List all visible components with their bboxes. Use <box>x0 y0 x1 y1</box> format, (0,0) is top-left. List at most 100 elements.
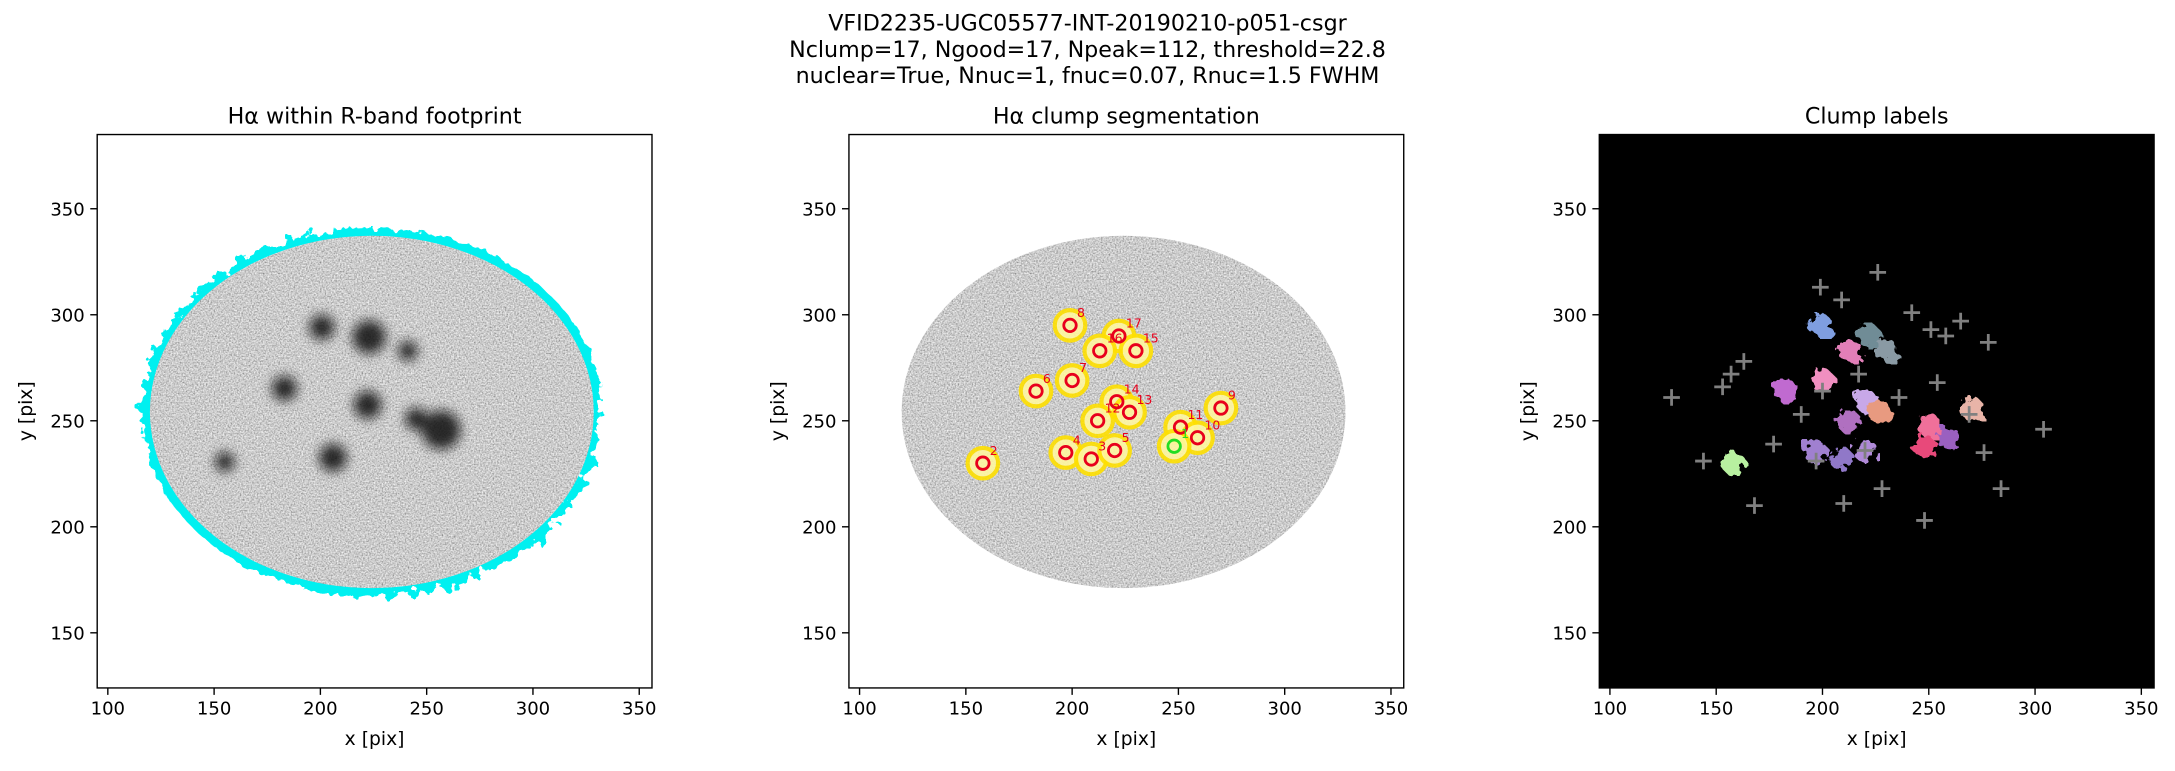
x-tick-label: 100 <box>842 698 876 719</box>
clump-label-region <box>1856 324 1882 348</box>
x-tick-label: 200 <box>1055 698 1089 719</box>
peak-marker <box>1856 442 1874 459</box>
x-tick-label: 150 <box>949 698 983 719</box>
peak-marker <box>1765 435 1782 453</box>
y-axis-label: y [pix] <box>768 381 789 441</box>
clump-center <box>1058 444 1074 461</box>
x-tick-label: 200 <box>1805 698 1839 719</box>
x-tick-label: 150 <box>1699 698 1733 719</box>
peak-marker <box>1735 353 1753 370</box>
figure-title: VFID2235-UGC05577-INT-20190210-p051-csgr… <box>789 11 1386 90</box>
y-tick-label: 150 <box>1552 624 1586 645</box>
clump-label-region <box>1829 447 1855 471</box>
clump-center <box>1128 343 1144 359</box>
peak-marker <box>1975 444 1993 461</box>
peak-marker <box>1952 312 1969 330</box>
clump-label-region <box>1810 369 1835 392</box>
clump-id: 8 <box>1077 305 1085 320</box>
clump-center <box>1213 400 1229 416</box>
panel: 100 150 200 250 300 350 150 200 250 300 350 Clump l… <box>1518 103 2158 749</box>
clump-contour <box>1052 308 1088 343</box>
y-axis-label: y [pix] <box>16 381 37 441</box>
peak-marker <box>1922 321 1940 338</box>
clump-id: 7 <box>1079 360 1087 375</box>
panel-title: Hα clump segmentation <box>993 103 1260 129</box>
peak-marker <box>1714 378 1731 396</box>
peak-marker <box>1663 389 1680 406</box>
clump-id: 2 <box>990 443 998 458</box>
peak-marker <box>1722 365 1740 383</box>
y-tick-label: 350 <box>50 200 84 221</box>
clump-id: 16 <box>1107 330 1123 345</box>
x-tick-label: 350 <box>1374 698 1408 719</box>
clump-label-region <box>1958 396 1984 420</box>
x-tick-label: 100 <box>91 698 125 719</box>
peak-marker <box>1814 382 1831 400</box>
peak-marker <box>1812 278 1829 296</box>
clump-contour <box>1203 390 1239 426</box>
peak-marker <box>1835 495 1853 512</box>
axes-frame <box>848 133 1405 689</box>
peak-marker <box>1916 512 1933 529</box>
peak-marker <box>1695 452 1712 470</box>
clump-label-region <box>1867 401 1893 424</box>
clump-contour <box>1097 433 1132 468</box>
overlay <box>1663 264 2052 529</box>
y-tick-label: 250 <box>1552 412 1586 433</box>
clump-label-region <box>1873 339 1899 362</box>
y-tick-label: 300 <box>50 306 84 327</box>
clump-id: 13 <box>1136 392 1152 407</box>
clump-id: 6 <box>1043 371 1051 386</box>
clump-center <box>1109 394 1125 410</box>
clump-id: 1 <box>1181 426 1189 441</box>
figure-title-line: nuclear=True, Nnuc=1, fnuc=0.07, Rnuc=1.… <box>796 63 1380 89</box>
clump-label-region <box>1807 314 1833 337</box>
clump-contour <box>965 445 1001 481</box>
clump-contour <box>1080 403 1115 439</box>
clump-label-region <box>1803 441 1829 464</box>
clump-label-region <box>1935 426 1961 449</box>
y-tick-label: 200 <box>50 518 84 539</box>
clump-id: 15 <box>1143 330 1159 345</box>
y-tick-label: 150 <box>802 624 836 645</box>
clump-id: 11 <box>1187 407 1203 422</box>
panel: 100 150 200 250 300 350 150 200 250 300 350 Hα with… <box>16 103 656 749</box>
clump-id: 3 <box>1098 439 1106 454</box>
clump-center <box>975 455 991 471</box>
clump-center <box>1172 419 1189 435</box>
y-tick-label: 250 <box>50 412 84 433</box>
x-tick-label: 150 <box>197 698 231 719</box>
clump-center <box>1028 383 1044 399</box>
clump-id: 5 <box>1122 430 1130 445</box>
peak-marker <box>1873 480 1891 497</box>
clump-center <box>1083 451 1099 467</box>
y-tick-label: 200 <box>802 518 836 539</box>
clump-id: 4 <box>1073 432 1081 447</box>
y-tick-label: 250 <box>802 412 836 433</box>
clump-contour <box>1054 363 1090 398</box>
x-tick-label: 350 <box>2124 698 2158 719</box>
peak-marker <box>1903 304 1921 321</box>
axes-frame <box>96 133 653 689</box>
clump-center <box>1092 343 1108 359</box>
x-tick-label: 200 <box>303 698 337 719</box>
x-tick-label: 350 <box>622 698 656 719</box>
axes-frame <box>1598 133 2155 689</box>
clump-label-region <box>1835 409 1861 432</box>
clump-center <box>1062 317 1078 333</box>
x-tick-label: 300 <box>2018 698 2052 719</box>
clump-id: 12 <box>1105 400 1121 415</box>
peak-marker <box>1890 389 1908 406</box>
x-axis-label: x [pix] <box>1096 729 1156 750</box>
x-tick-label: 250 <box>1912 698 1946 719</box>
y-tick-label: 300 <box>802 306 836 327</box>
y-tick-label: 350 <box>802 200 836 221</box>
figure-title-line: Nclump=17, Ngood=17, Npeak=112, threshol… <box>789 37 1386 63</box>
y-tick-label: 200 <box>1552 518 1586 539</box>
clump-contour <box>1082 333 1118 369</box>
peak-marker <box>1992 480 2010 497</box>
x-tick-label: 300 <box>1268 698 1302 719</box>
clump-label-region <box>1773 380 1799 403</box>
